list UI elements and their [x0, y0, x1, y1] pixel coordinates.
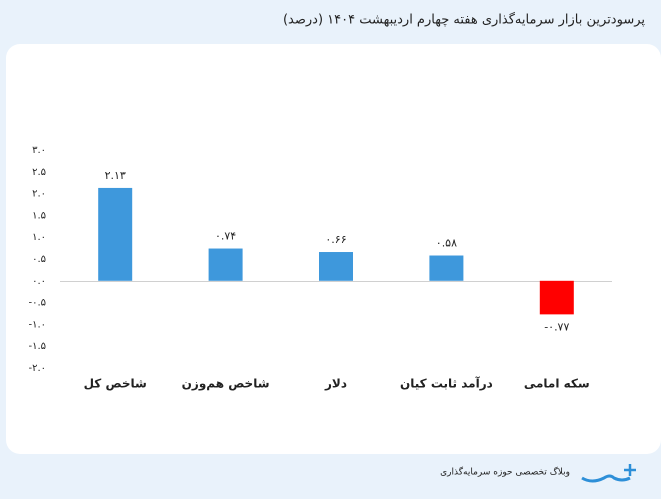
bar — [539, 280, 574, 315]
x-tick-label: درآمد ثابت کیان — [400, 376, 493, 391]
y-tick-label: ۰.۰ — [32, 276, 46, 287]
title: پرسودترین بازار سرمایه‌گذاری هفته چهارم … — [283, 12, 645, 28]
y-tick-label: ۱.۰ — [32, 232, 46, 243]
y-tick-label: ۰.۵ — [32, 254, 46, 265]
value-label: ۲.۱۳ — [105, 169, 126, 182]
y-tick-label: ۲.۵ — [32, 167, 46, 178]
y-tick-label: -۲.۰ — [28, 363, 46, 374]
card — [6, 44, 661, 454]
bar — [208, 248, 243, 281]
logo — [581, 464, 636, 483]
footer-caption: وبلاگ تخصصی حوزه سرمایه‌گذاری — [440, 466, 570, 478]
value-label: ۰.۶۶ — [325, 233, 346, 246]
y-tick-label: -۱.۰ — [28, 319, 46, 330]
y-tick-label: ۲.۰ — [32, 189, 46, 200]
y-tick-label: ۳.۰ — [32, 145, 46, 156]
x-tick-label: شاخص هم‌وزن — [182, 377, 270, 392]
x-tick-label: شاخص کل — [84, 377, 147, 391]
y-tick-label: -۱.۵ — [28, 341, 46, 352]
value-label: ۰.۵۸ — [436, 237, 457, 250]
y-tick-label: -۰.۵ — [28, 298, 46, 309]
y-tick-label: ۱.۵ — [32, 210, 46, 221]
bar — [98, 187, 133, 281]
value-label: -۰.۷۷ — [544, 320, 569, 333]
x-tick-label: دلار — [324, 377, 347, 391]
bar — [429, 255, 464, 281]
value-label: ۰.۷۴ — [215, 230, 236, 243]
x-tick-label: سکه امامی — [524, 377, 590, 391]
bar — [319, 252, 353, 281]
